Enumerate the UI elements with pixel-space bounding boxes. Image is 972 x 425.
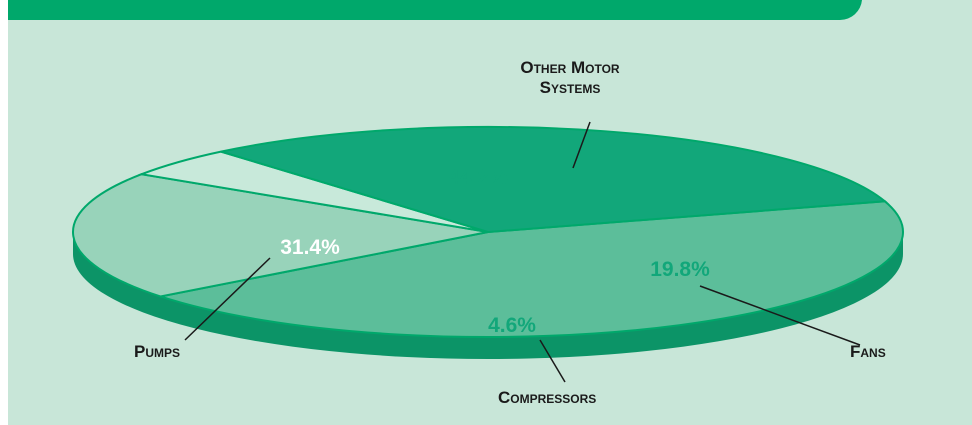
slice-label: Other Motor Systems bbox=[520, 58, 620, 97]
pie-slice bbox=[72, 173, 489, 298]
value-label: 19.8% bbox=[650, 258, 710, 281]
leader-line bbox=[699, 285, 861, 346]
leader-line bbox=[539, 339, 566, 383]
slice-label: Fans bbox=[850, 342, 886, 361]
leader-line bbox=[184, 257, 271, 341]
value-label: 4.6% bbox=[488, 314, 536, 337]
pie-slice bbox=[220, 126, 888, 234]
value-label: 31.4% bbox=[280, 236, 340, 259]
banner bbox=[0, 0, 862, 21]
leader-line bbox=[572, 121, 591, 169]
slice-label: Compressors bbox=[498, 388, 597, 407]
value-label: 44.2% bbox=[448, 166, 508, 189]
slice-label: Pumps bbox=[134, 342, 181, 361]
pie-slice bbox=[156, 200, 904, 338]
margin bbox=[0, 0, 8, 425]
